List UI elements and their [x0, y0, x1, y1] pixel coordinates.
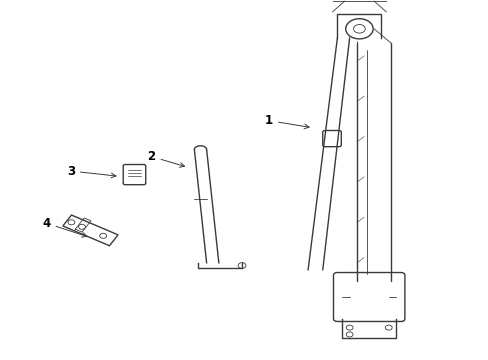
Text: 2: 2 [147, 150, 184, 167]
FancyBboxPatch shape [333, 273, 404, 321]
FancyBboxPatch shape [322, 130, 341, 147]
FancyBboxPatch shape [123, 165, 145, 185]
Text: 3: 3 [67, 165, 116, 178]
Text: 4: 4 [42, 217, 86, 237]
Text: 1: 1 [264, 114, 308, 129]
